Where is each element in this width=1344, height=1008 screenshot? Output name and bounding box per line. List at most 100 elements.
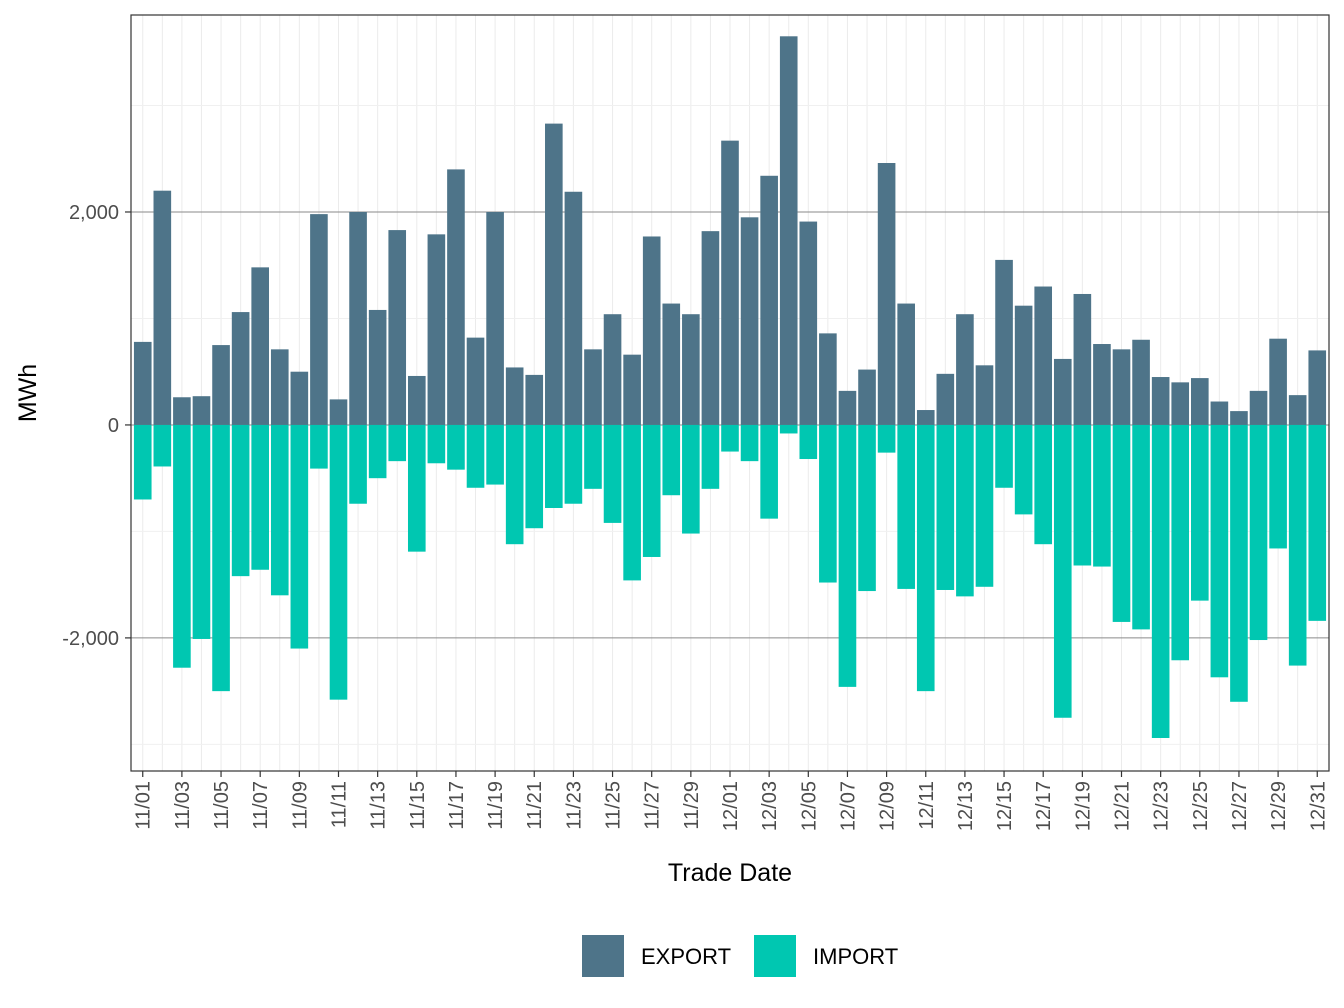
bar-export — [564, 191, 583, 425]
bar-export — [505, 367, 524, 425]
x-tick-label: 11/23 — [563, 781, 585, 830]
bar-import — [897, 424, 915, 589]
x-tick-label: 12/29 — [1268, 781, 1290, 831]
bar-export — [173, 397, 191, 425]
bar-import — [1014, 424, 1033, 515]
bar-import — [505, 424, 524, 545]
bar-export — [388, 230, 407, 425]
bar-import — [1269, 424, 1287, 549]
bar-import — [721, 424, 739, 452]
bar-import — [153, 424, 172, 467]
bar-import — [564, 424, 583, 504]
bar-export — [760, 175, 778, 425]
bar-export — [819, 333, 837, 425]
bar-import — [682, 424, 700, 534]
bar-import — [251, 424, 270, 570]
x-tick-label: 12/01 — [720, 781, 742, 831]
bar-import — [545, 424, 563, 508]
bar-import — [701, 424, 720, 489]
bar-export — [1249, 390, 1268, 425]
bar-export — [1269, 338, 1287, 425]
bar-export — [290, 371, 309, 425]
bar-import — [329, 424, 348, 700]
bar-export — [427, 234, 446, 425]
x-tick-label: 12/27 — [1229, 781, 1251, 831]
x-axis: 11/01 11/03 11/05 11/07 11/09 11/11 11/13 11/15… — [133, 771, 1329, 831]
bar-import — [368, 424, 387, 479]
bar-import — [290, 424, 309, 649]
bar-import — [1171, 424, 1190, 661]
bar-import — [916, 424, 935, 692]
bar-import — [975, 424, 994, 587]
bar-import — [603, 424, 622, 523]
bar-export — [310, 214, 328, 425]
x-tick-label: 12/05 — [798, 781, 820, 831]
x-tick-label: 12/19 — [1072, 781, 1094, 831]
bar-import — [310, 424, 328, 469]
x-tick-label: 11/15 — [407, 781, 429, 830]
bar-export — [701, 231, 720, 425]
x-tick-label: 11/05 — [211, 781, 233, 830]
bar-import — [388, 424, 407, 462]
bar-export — [153, 190, 172, 425]
x-tick-label: 12/13 — [955, 781, 977, 831]
bar-export — [975, 365, 994, 425]
bar-export — [623, 354, 641, 425]
x-tick-label: 11/17 — [446, 781, 468, 830]
x-tick-label: 11/19 — [485, 781, 507, 830]
bar-import — [995, 424, 1013, 488]
bar-import — [466, 424, 485, 488]
bar-import — [819, 424, 837, 583]
bar-import — [486, 424, 504, 485]
bar-export — [1151, 377, 1170, 425]
bar-export — [642, 236, 661, 425]
bar-export — [270, 349, 289, 425]
bar-import — [1132, 424, 1150, 630]
bar-export — [447, 169, 465, 425]
bar-import — [877, 424, 896, 453]
x-tick-label: 11/21 — [524, 781, 546, 830]
x-tick-label: 11/01 — [133, 781, 155, 830]
bar-export — [1053, 358, 1072, 425]
bar-import — [584, 424, 602, 489]
bar-import — [231, 424, 250, 577]
x-tick-label: 12/17 — [1033, 781, 1055, 831]
bar-export — [466, 337, 485, 425]
bar-export — [329, 399, 348, 425]
bar-import — [1230, 424, 1248, 702]
bar-export — [133, 341, 152, 425]
x-tick-label: 11/03 — [172, 781, 194, 830]
bar-import — [1288, 424, 1307, 666]
bar-export — [486, 211, 504, 425]
bar-export — [1132, 339, 1150, 425]
bar-export — [682, 314, 700, 425]
x-tick-label: 11/11 — [328, 781, 350, 828]
bar-export — [1014, 305, 1033, 425]
bar-import — [642, 424, 661, 557]
legend-label-export: EXPORT — [641, 944, 731, 969]
bar-import — [1034, 424, 1053, 545]
bar-export — [407, 375, 426, 425]
bar-export — [1210, 401, 1229, 425]
x-tick-label: 12/11 — [916, 781, 938, 830]
bar-import — [1073, 424, 1092, 566]
bar-import — [407, 424, 426, 552]
bar-import — [270, 424, 289, 596]
bar-export — [858, 369, 876, 425]
bar-export — [525, 374, 544, 425]
x-tick-label: 11/13 — [368, 781, 390, 830]
x-tick-label: 11/07 — [250, 781, 272, 830]
bar-export — [838, 390, 857, 425]
bar-export — [368, 309, 387, 425]
bar-export — [251, 267, 270, 425]
bar-export — [779, 36, 798, 425]
bar-import — [525, 424, 544, 529]
bar-export — [1034, 286, 1053, 425]
bar-export — [662, 303, 681, 425]
bar-export — [1093, 344, 1111, 425]
bar-export — [1308, 350, 1327, 425]
x-tick-label: 12/03 — [759, 781, 781, 831]
bar-import — [662, 424, 681, 496]
bar-import — [192, 424, 211, 639]
